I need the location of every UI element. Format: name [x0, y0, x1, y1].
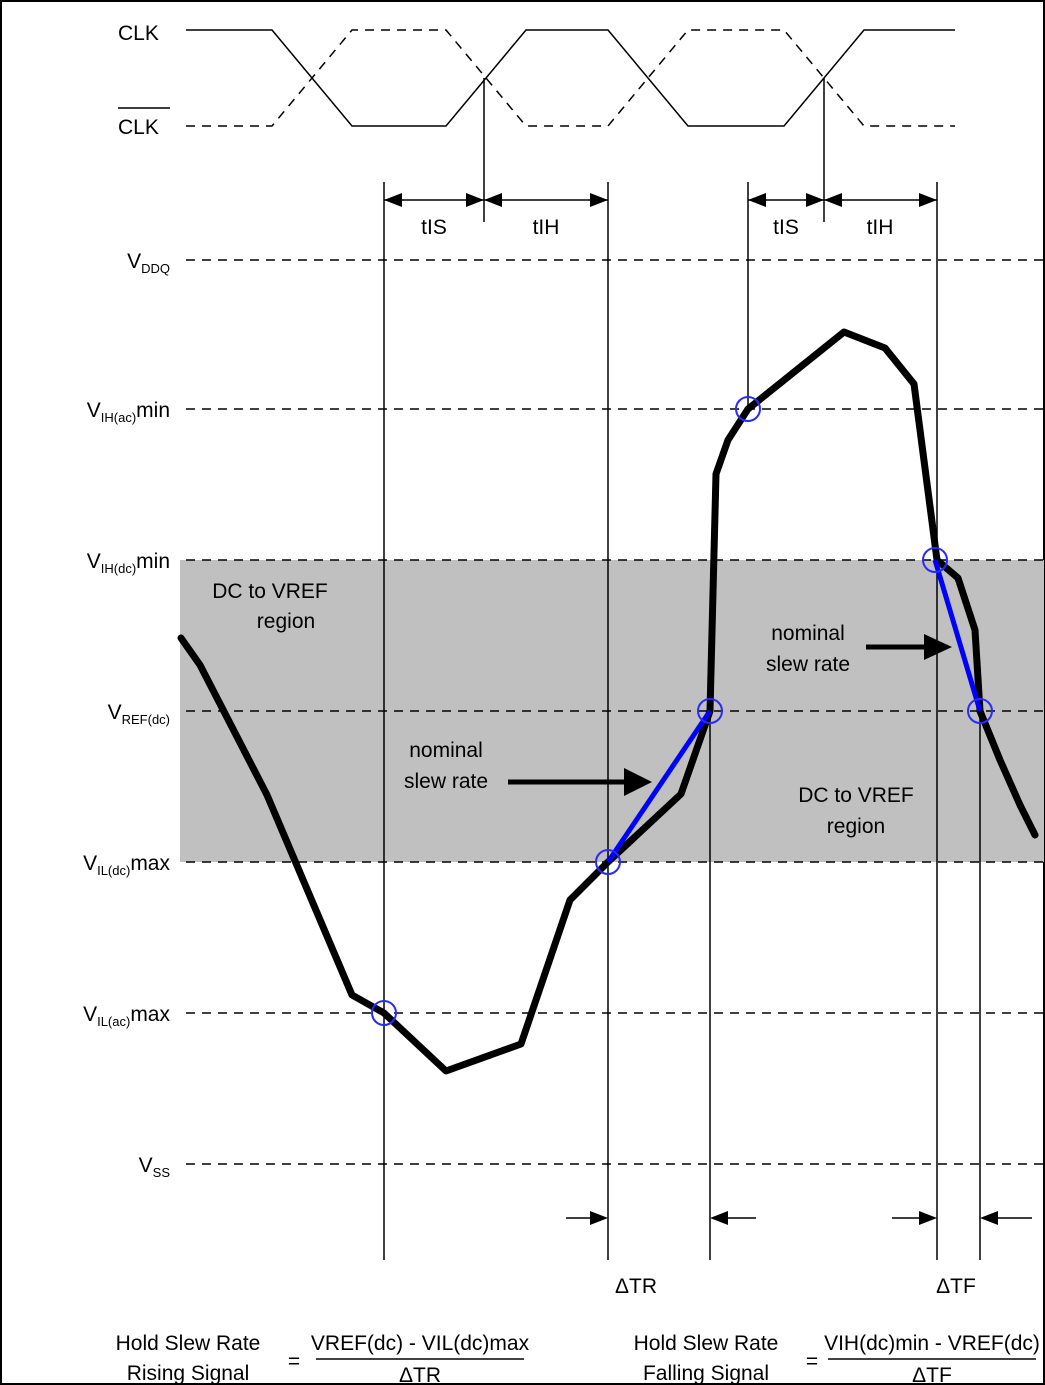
nominal-right-line2: slew rate [766, 653, 850, 676]
tis-right-label: tIS [773, 216, 799, 239]
falling-formula-equals: = [806, 1350, 818, 1373]
vih-dc-label: VIH(dc)min [87, 550, 170, 576]
tis-right-arrowhead-b [806, 193, 824, 207]
nominal-left-line1: nominal [409, 739, 483, 762]
vertical-lines [383, 78, 981, 1260]
tih-left-label: tIH [533, 216, 560, 239]
region-left-line2: region [257, 610, 315, 633]
clock-waveforms: CLK CLK [118, 22, 955, 139]
crossing-vih-ac [735, 396, 761, 422]
delta-tr-left-head [590, 1211, 608, 1225]
clk-bar-waveform [186, 29, 955, 127]
tih-right-arrowhead-a [824, 193, 842, 207]
vil-ac-label: VIL(ac)max [83, 1003, 170, 1029]
delta-tf-left-head [919, 1211, 937, 1225]
nominal-slew-line-rising [605, 709, 713, 864]
clk-waveform [186, 29, 955, 127]
level-labels: VDDQ VIH(ac)min VIH(dc)min VREF(dc) VIL(… [83, 250, 170, 1180]
nominal-left-arrowhead [624, 768, 652, 796]
vddq-label: VDDQ [127, 250, 170, 276]
tis-left-label: tIS [421, 216, 447, 239]
region-right-line2: region [827, 815, 885, 838]
falling-formula-denominator: ΔTF [912, 1364, 952, 1385]
crossing-vil-ac [371, 1000, 397, 1026]
vil-dc-label: VIL(dc)max [83, 852, 170, 878]
delta-tf-right-head [980, 1211, 998, 1225]
tih-left-arrowhead-a [484, 193, 502, 207]
region-left-line1: DC to VREF [212, 580, 328, 603]
signal-waveform [177, 328, 1039, 1075]
crossing-markers [371, 396, 993, 1026]
rising-formula-denominator: ΔTR [399, 1364, 441, 1385]
vref-dc-label: VREF(dc) [108, 701, 170, 727]
falling-formula-label2: Falling Signal [643, 1362, 769, 1385]
vss-label: VSS [139, 1154, 171, 1180]
nominal-right-arrowhead [924, 634, 952, 660]
tis-left-arrowhead-a [384, 193, 402, 207]
vih-ac-label: VIH(ac)min [87, 399, 170, 425]
crossing-vref-falling [967, 698, 993, 724]
falling-formula-numerator: VIH(dc)min - VREF(dc) [824, 1332, 1040, 1355]
dc-to-vref-region [180, 560, 1044, 862]
tis-right-arrowhead-a [748, 193, 766, 207]
crossing-vih-dc [922, 547, 948, 573]
nominal-right-line1: nominal [771, 622, 845, 645]
delta-tf-label: ΔTF [936, 1275, 976, 1298]
tih-right-label: tIH [867, 216, 894, 239]
tih-left-arrowhead-b [590, 193, 608, 207]
rising-formula-equals: = [288, 1350, 300, 1373]
timing-arrows: tIS tIH tIS tIH [384, 193, 937, 239]
nominal-slew-line-falling [932, 559, 983, 712]
rising-formula-label1: Hold Slew Rate [116, 1332, 261, 1355]
falling-formula: Hold Slew Rate Falling Signal = VIH(dc)m… [634, 1332, 1040, 1385]
nominal-left-line2: slew rate [404, 770, 488, 793]
tis-left-arrowhead-b [466, 193, 484, 207]
region-right-line1: DC to VREF [798, 784, 914, 807]
delta-markers: ΔTR ΔTF [566, 1211, 1032, 1298]
tih-right-arrowhead-b [919, 193, 937, 207]
falling-formula-label1: Hold Slew Rate [634, 1332, 779, 1355]
clk-bar-label: CLK [118, 116, 159, 139]
crossing-vil-dc [595, 849, 621, 875]
crossing-vref-rising [697, 698, 723, 724]
rising-formula: Hold Slew Rate Rising Signal = VREF(dc) … [116, 1332, 530, 1385]
rising-formula-label2: Rising Signal [127, 1362, 250, 1385]
rising-formula-numerator: VREF(dc) - VIL(dc)max [311, 1332, 530, 1355]
clk-label: CLK [118, 22, 159, 45]
delta-tr-label: ΔTR [615, 1275, 657, 1298]
delta-tr-right-head [710, 1211, 728, 1225]
